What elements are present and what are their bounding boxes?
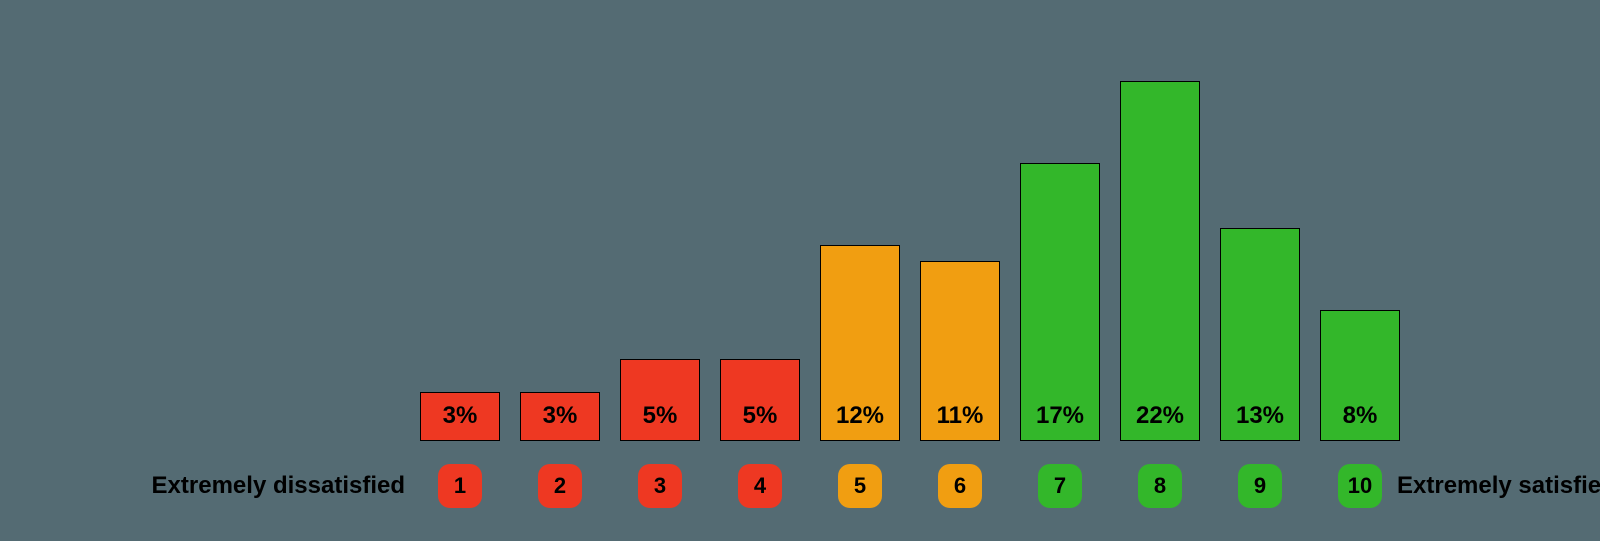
scale-badge-label: 5 [854, 473, 866, 499]
bar-9: 13% [1220, 228, 1300, 441]
scale-badge-label: 1 [454, 473, 466, 499]
bar-5: 12% [820, 245, 900, 441]
scale-badge-2: 2 [538, 464, 582, 508]
bar-value-label: 12% [836, 402, 884, 440]
bar-1: 3% [420, 392, 500, 441]
scale-badge-1: 1 [438, 464, 482, 508]
bar-8: 22% [1120, 81, 1200, 441]
bar-value-label: 5% [643, 402, 678, 440]
scale-badge-label: 9 [1254, 473, 1266, 499]
scale-badge-label: 10 [1348, 473, 1372, 499]
bar-value-label: 5% [743, 402, 778, 440]
scale-badge-label: 8 [1154, 473, 1166, 499]
bars-area: 3% 3% 5% 5% 12% 11% 17% 22% 13% 8% [0, 0, 1600, 441]
bar-value-label: 22% [1136, 402, 1184, 440]
scale-badge-9: 9 [1238, 464, 1282, 508]
scale-badge-6: 6 [938, 464, 982, 508]
bar-value-label: 13% [1236, 402, 1284, 440]
scale-right-label: Extremely satisfied [1397, 472, 1600, 500]
scale-badge-4: 4 [738, 464, 782, 508]
bar-10: 8% [1320, 310, 1400, 441]
bar-value-label: 11% [937, 402, 984, 440]
scale-badge-label: 3 [654, 473, 666, 499]
scale-badge-8: 8 [1138, 464, 1182, 508]
bar-3: 5% [620, 359, 700, 441]
scale-badge-label: 2 [554, 473, 566, 499]
bar-value-label: 3% [543, 402, 578, 440]
bar-4: 5% [720, 359, 800, 441]
satisfaction-bar-chart: 3% 3% 5% 5% 12% 11% 17% 22% 13% 8% Extremely diss… [0, 0, 1600, 541]
scale-left-label: Extremely dissatisfied [152, 472, 405, 500]
scale-badge-10: 10 [1338, 464, 1382, 508]
bar-value-label: 3% [443, 402, 478, 440]
scale-badge-7: 7 [1038, 464, 1082, 508]
bar-value-label: 8% [1343, 402, 1378, 440]
scale-badge-3: 3 [638, 464, 682, 508]
axis-row: Extremely dissatisfied 1 2 3 4 5 6 7 8 9 10 Extreme… [0, 461, 1600, 511]
bar-2: 3% [520, 392, 600, 441]
scale-badge-label: 4 [754, 473, 766, 499]
bar-7: 17% [1020, 163, 1100, 441]
scale-badge-5: 5 [838, 464, 882, 508]
bar-6: 11% [920, 261, 1000, 441]
scale-badge-label: 7 [1054, 473, 1066, 499]
bar-value-label: 17% [1036, 402, 1084, 440]
scale-badge-label: 6 [954, 473, 966, 499]
